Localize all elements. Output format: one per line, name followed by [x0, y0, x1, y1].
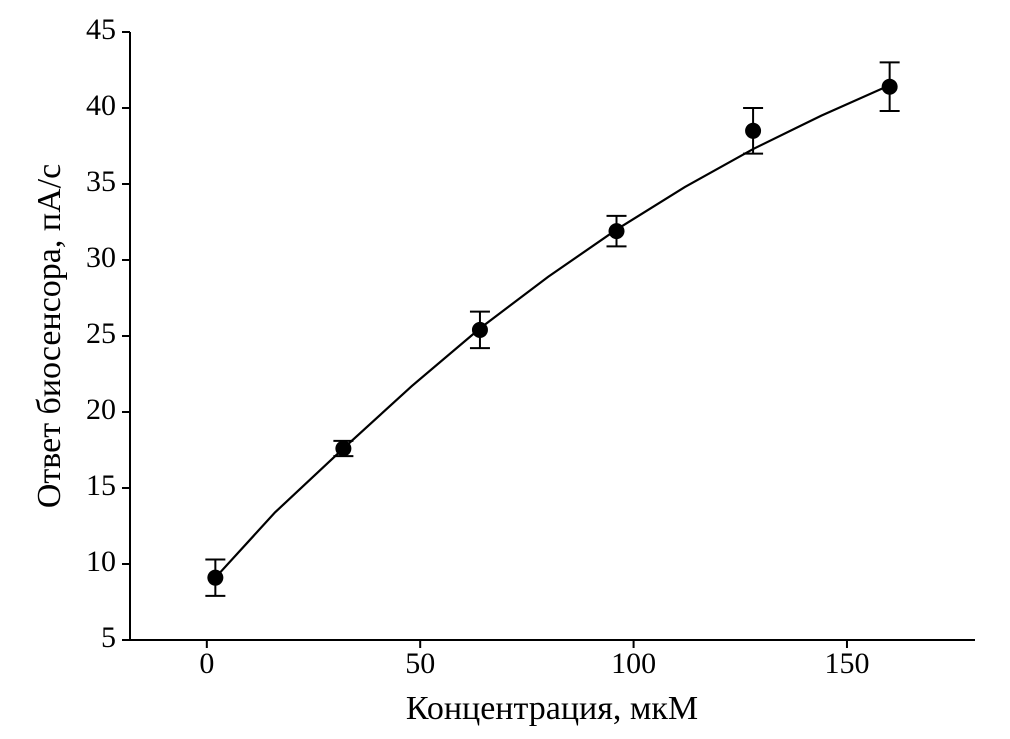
point [335, 440, 352, 457]
y-tick-label: 20 [86, 393, 116, 426]
y-tick-label: 35 [86, 165, 116, 198]
x-tick-label: 150 [824, 647, 869, 680]
y-tick-label: 45 [86, 13, 116, 46]
point [745, 122, 762, 139]
x-tick-label: 50 [405, 647, 435, 680]
y-tick-label: 40 [86, 89, 116, 122]
y-tick-label: 25 [86, 317, 116, 350]
x-tick-label: 0 [199, 647, 214, 680]
x-axis-title: Концентрация, мкМ [406, 690, 698, 727]
point [207, 569, 224, 586]
point [881, 78, 898, 95]
y-tick-label: 5 [101, 621, 116, 654]
point [471, 321, 488, 338]
point [608, 223, 625, 240]
y-tick-label: 15 [86, 469, 116, 502]
y-tick-label: 30 [86, 241, 116, 274]
y-tick-label: 10 [86, 545, 116, 578]
x-tick-label: 100 [611, 647, 656, 680]
fit-line [214, 84, 891, 579]
y-axis-title: Ответ биосенсора, пА/с [31, 164, 68, 508]
